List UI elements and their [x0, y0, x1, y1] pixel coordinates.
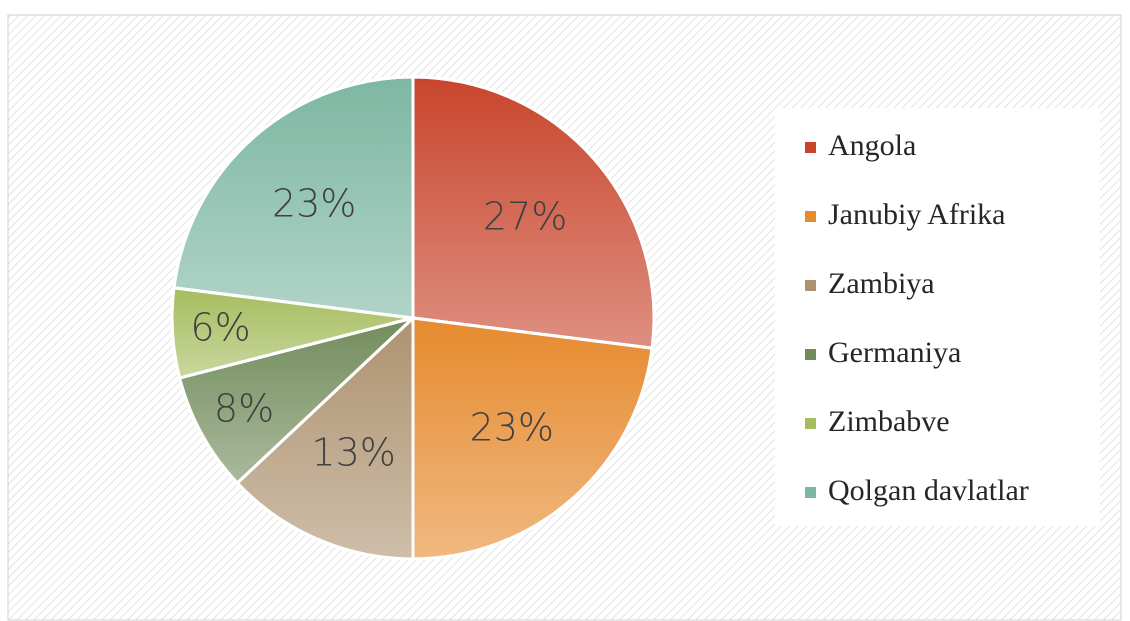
slice-shade: [411, 316, 654, 561]
slice-shade: [177, 316, 415, 486]
slice-shade: [235, 314, 415, 561]
legend-swatch: [805, 211, 816, 222]
data-label: 23%: [470, 406, 554, 450]
legend-label: Germaniya: [828, 336, 961, 369]
legend-label: Angola: [828, 129, 916, 162]
legend-label: Zimbabve: [828, 405, 950, 438]
legend-box: [775, 108, 1100, 526]
legend-swatch: [805, 487, 816, 498]
legend-label: Zambiya: [828, 267, 935, 300]
data-label: 6%: [190, 306, 250, 350]
legend-swatch: [805, 280, 816, 291]
legend-label: Janubiy Afrika: [828, 198, 1005, 231]
legend-label: Qolgan davlatlar: [828, 474, 1029, 507]
legend-swatch: [805, 418, 816, 429]
legend-swatch: [805, 142, 816, 153]
slice-shade: [411, 75, 656, 350]
data-label: 8%: [214, 386, 274, 430]
data-label: 13%: [311, 431, 395, 475]
data-label: 27%: [483, 195, 567, 239]
data-label: 23%: [272, 181, 356, 225]
legend-swatch: [805, 349, 816, 360]
slice-shade: [172, 75, 415, 320]
